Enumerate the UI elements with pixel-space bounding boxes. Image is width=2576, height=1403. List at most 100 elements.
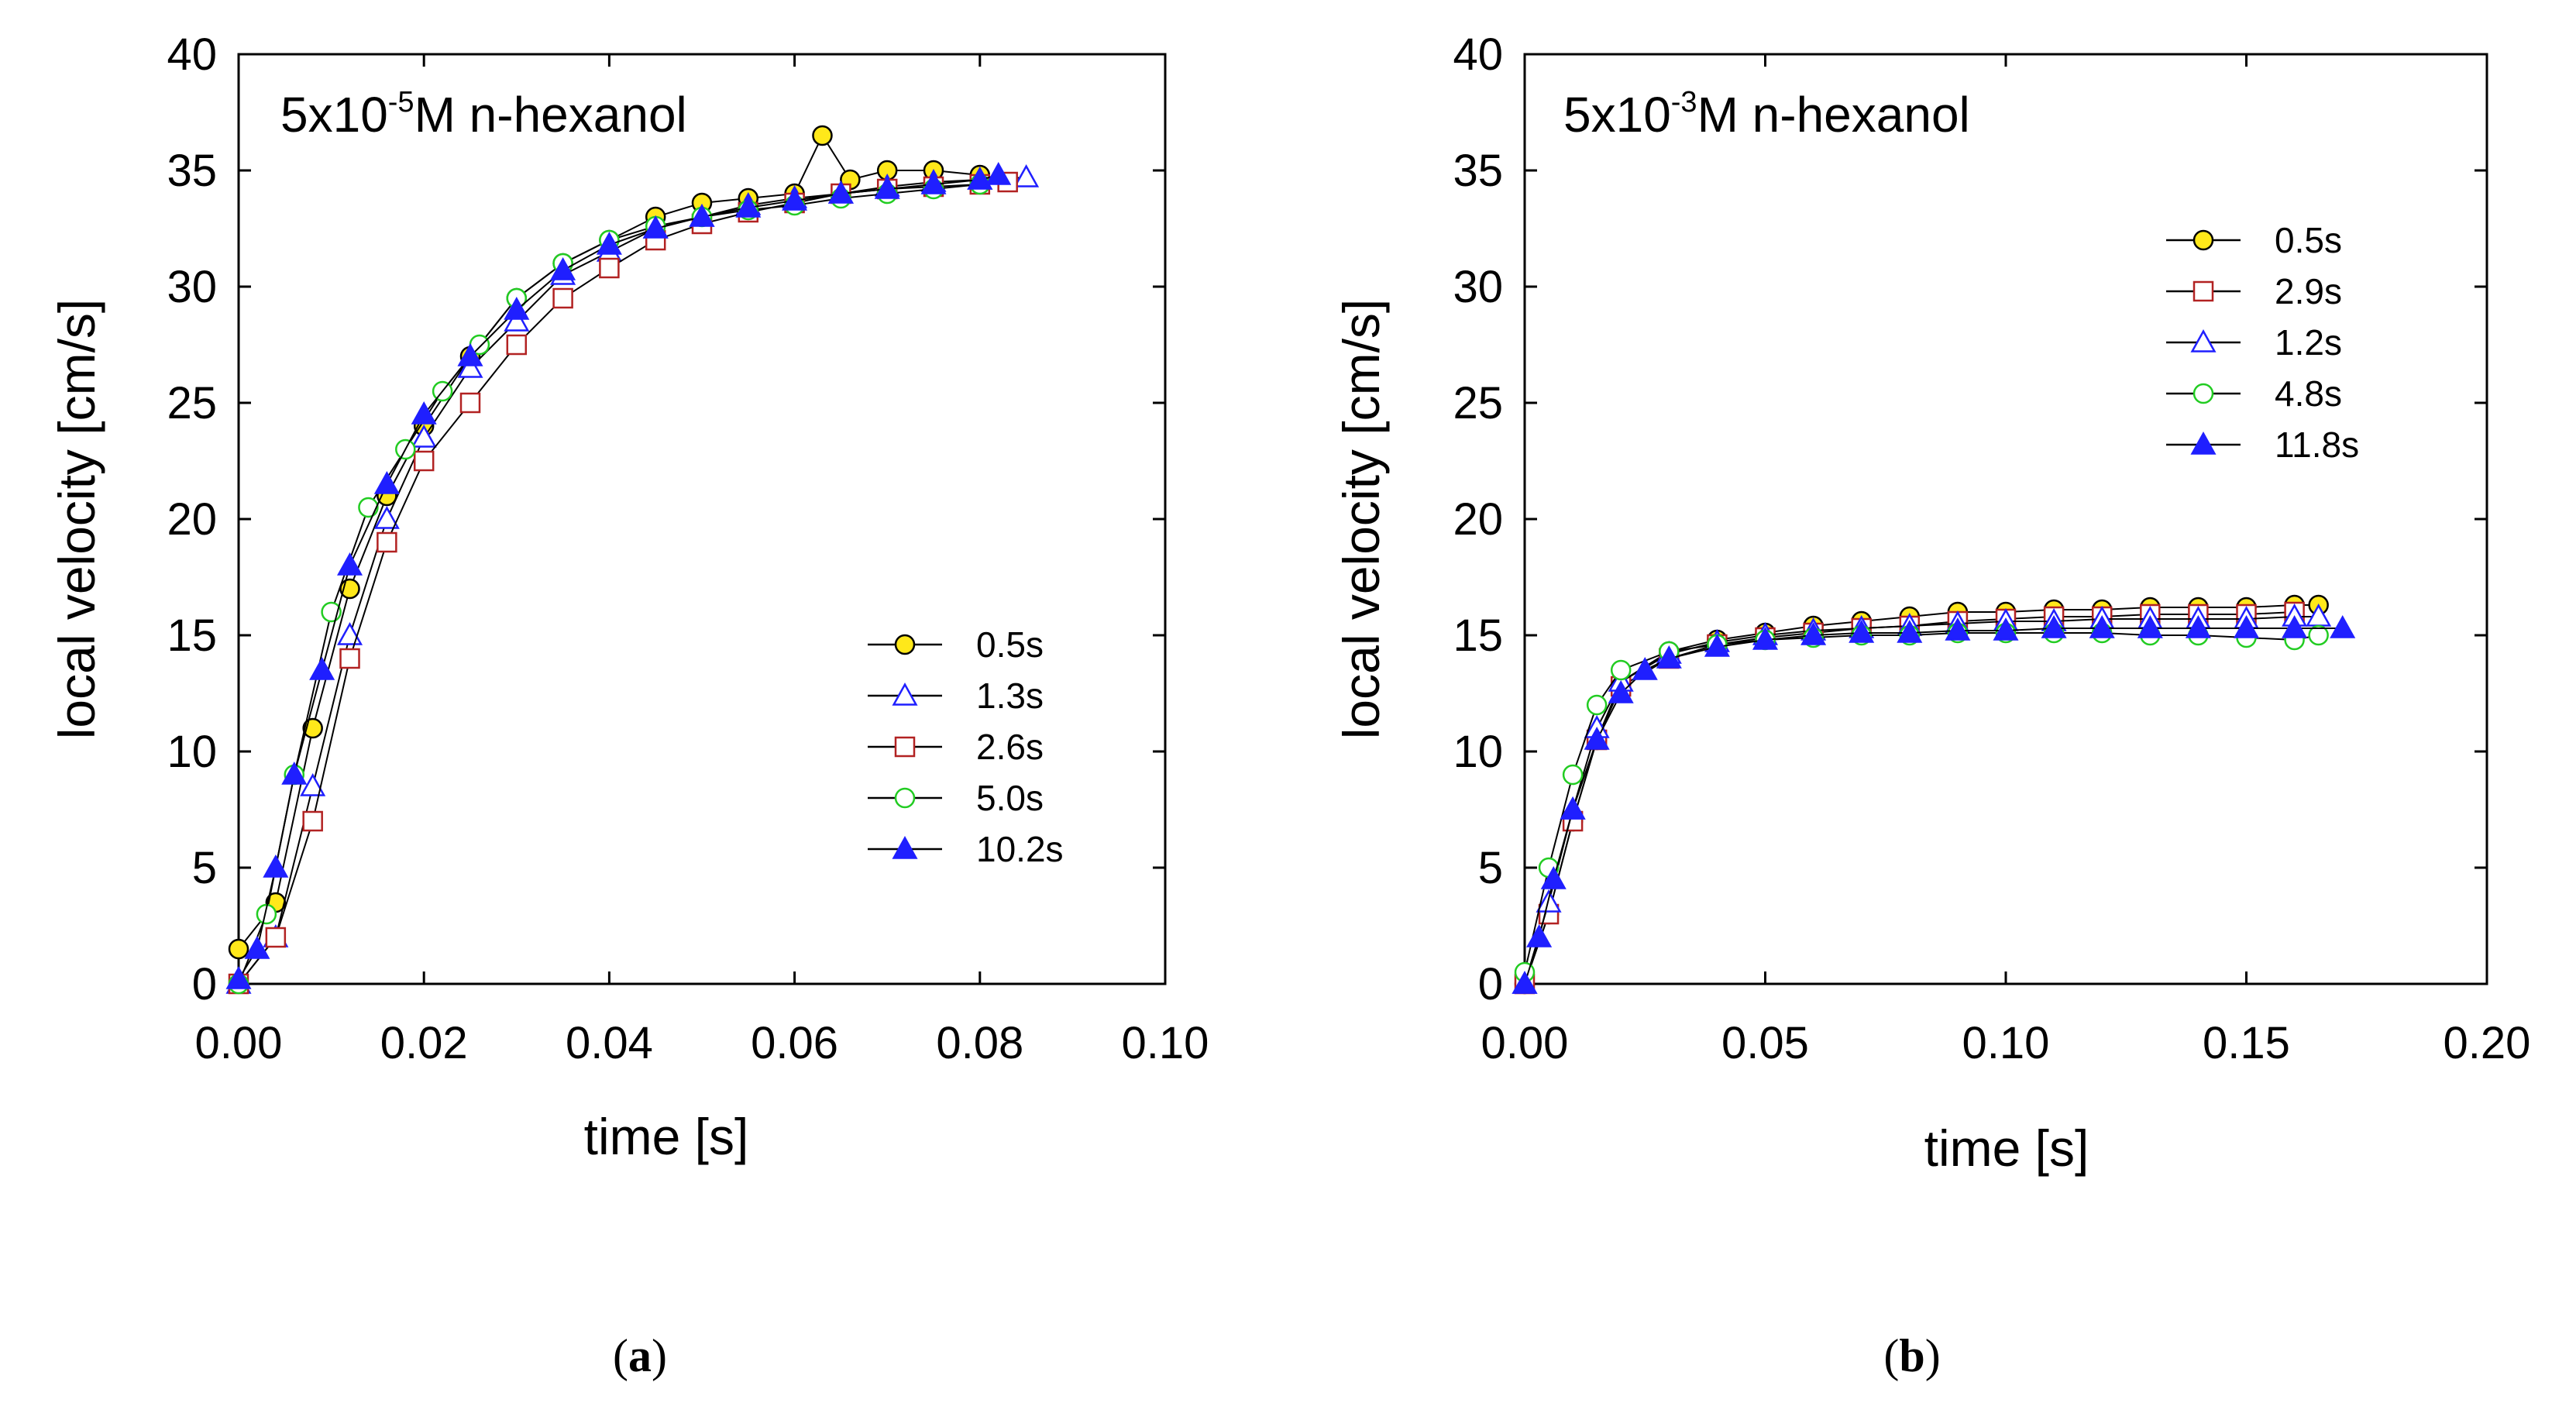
data-point <box>309 657 335 680</box>
series-2.9s <box>1514 601 2305 995</box>
x-tick-label: 0.10 <box>1122 1018 1209 1068</box>
legend: 0.5s 2.9s 1.2s 4.8s 11.8s <box>2166 220 2359 465</box>
legend-label: 2.6s <box>976 727 1044 767</box>
x-tick-label: 0.05 <box>1721 1018 1809 1068</box>
data-point <box>599 257 620 279</box>
x-axis-label: time [s] <box>1924 1119 2089 1177</box>
data-point <box>1632 657 1658 680</box>
legend-entry: 2.9s <box>2166 271 2342 311</box>
y-axis: 0 5 10 15 20 25 30 35 40 <box>1453 29 2487 1009</box>
legend-marker <box>2193 280 2214 302</box>
series-line <box>238 174 999 980</box>
data-point <box>1560 796 1586 820</box>
y-tick-label: 15 <box>1453 610 1503 661</box>
annotation-suffix: M n-hexanol <box>414 87 687 143</box>
data-point <box>1849 620 1875 643</box>
x-tick-label: 0.04 <box>566 1018 653 1068</box>
legend-entry: 10.2s <box>868 829 1064 869</box>
panel-caption-letter: a <box>628 1330 652 1381</box>
legend-entry: 0.5s <box>2166 220 2342 260</box>
legend-label: 10.2s <box>976 829 1064 869</box>
data-point <box>596 232 622 255</box>
y-axis-label: local velocity [cm/s] <box>1333 299 1390 739</box>
data-point <box>1562 764 1584 786</box>
data-point <box>1897 620 1923 643</box>
legend-label: 5.0s <box>976 778 1044 818</box>
panel-b: 0 5 10 15 20 25 30 35 40 0.00 0.05 0.10 0.15 0.20 5x… <box>1333 29 2530 1381</box>
y-axis: 0 5 10 15 20 25 30 35 40 <box>167 29 1165 1009</box>
data-point <box>689 204 715 227</box>
data-point <box>1610 659 1632 681</box>
data-point <box>300 773 326 796</box>
data-point <box>2089 615 2115 638</box>
series-10.2s <box>225 162 1012 989</box>
data-point <box>2282 615 2308 638</box>
y-tick-label: 35 <box>167 146 217 196</box>
chart-annotation: 5x10-5M n-hexanol <box>280 86 687 143</box>
x-tick-label: 0.06 <box>751 1018 838 1068</box>
legend-marker <box>892 836 918 859</box>
series-line <box>1524 632 2319 973</box>
data-point <box>967 167 993 190</box>
panel-a: 0 5 10 15 20 25 30 35 40 0.00 0.02 0.04 0.06 0.08 0.1… <box>48 29 1209 1381</box>
data-point <box>281 762 308 785</box>
data-point <box>985 162 1012 185</box>
legend-label: 0.5s <box>2275 220 2342 260</box>
data-point <box>735 194 762 218</box>
legend-entry: 1.2s <box>2166 322 2342 363</box>
series-line <box>238 177 1027 985</box>
y-tick-label: 15 <box>167 610 217 661</box>
data-point <box>373 471 400 494</box>
legend-marker <box>2193 383 2214 404</box>
data-point <box>2330 615 2356 638</box>
data-point <box>336 552 363 576</box>
y-tick-label: 30 <box>167 262 217 312</box>
data-point <box>2041 615 2067 638</box>
y-tick-label: 40 <box>1453 29 1503 80</box>
annotation-suffix: M n-hexanol <box>1697 87 1970 143</box>
data-point <box>411 425 437 448</box>
legend-marker <box>2190 329 2217 352</box>
x-tick-label: 0.00 <box>1481 1018 1569 1068</box>
annotation-exponent: -3 <box>1671 86 1697 119</box>
legend-marker <box>894 736 916 758</box>
data-point <box>1800 622 1827 645</box>
legend-label: 4.8s <box>2275 373 2342 414</box>
legend-entry: 5.0s <box>868 778 1044 818</box>
x-axis: 0.00 0.05 0.10 0.15 0.20 <box>1481 54 2530 1068</box>
data-point <box>504 297 530 320</box>
x-tick-label: 0.10 <box>1962 1018 2050 1068</box>
legend-label: 11.8s <box>2275 425 2359 465</box>
legend-marker <box>894 787 916 809</box>
series-0.5s <box>1514 594 2329 995</box>
y-tick-label: 35 <box>1453 146 1503 196</box>
y-tick-label: 0 <box>192 959 217 1009</box>
data-point <box>552 287 573 309</box>
legend-marker <box>2193 229 2214 251</box>
data-point <box>550 257 576 280</box>
series-group <box>225 125 1040 995</box>
panel-caption-letter: b <box>1899 1330 1924 1381</box>
data-point <box>782 187 808 211</box>
data-point <box>459 392 481 414</box>
x-tick-label: 0.08 <box>936 1018 1023 1068</box>
legend-label: 0.5s <box>976 624 1044 665</box>
data-point <box>2233 615 2260 638</box>
data-point <box>1540 866 1567 889</box>
data-point <box>228 938 249 960</box>
x-tick-label: 0.02 <box>380 1018 468 1068</box>
y-tick-label: 25 <box>167 378 217 428</box>
data-point <box>1526 924 1553 947</box>
data-point <box>506 334 528 356</box>
data-point <box>413 450 435 472</box>
y-tick-label: 20 <box>1453 494 1503 545</box>
legend-marker <box>2190 432 2217 455</box>
data-point <box>302 810 323 832</box>
data-point <box>827 181 854 204</box>
chart-annotation: 5x10-3M n-hexanol <box>1563 86 1970 143</box>
y-tick-label: 30 <box>1453 262 1503 312</box>
x-tick-label: 0.00 <box>195 1018 283 1068</box>
y-tick-label: 10 <box>167 727 217 777</box>
legend-entry: 4.8s <box>2166 373 2342 414</box>
